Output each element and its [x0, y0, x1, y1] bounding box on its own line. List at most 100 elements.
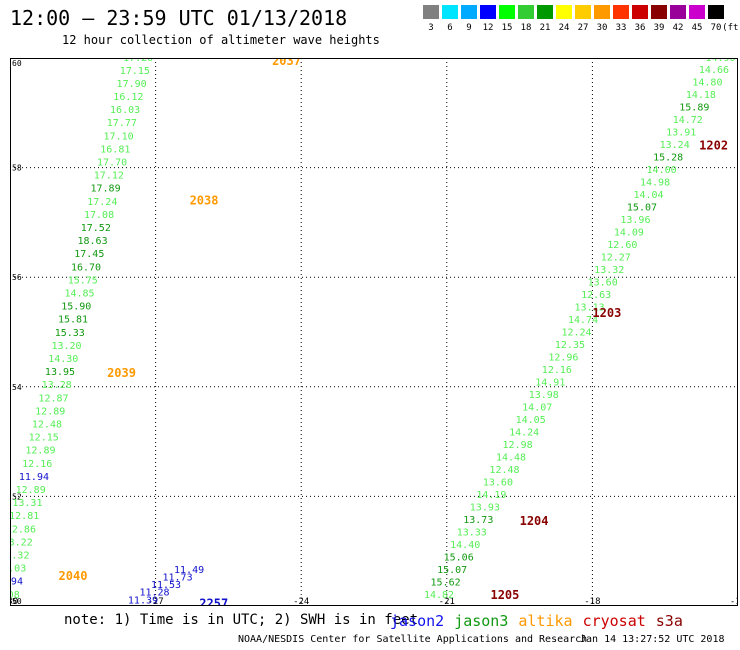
scale-unit: (ft) [722, 23, 740, 33]
swh-value: 17.52 [81, 223, 111, 234]
scale-label: 33 [615, 23, 627, 33]
swh-value: 11.53 [151, 580, 181, 591]
swh-value: 14.90 [705, 58, 735, 64]
scale-swatch [498, 5, 515, 19]
swh-value: 12.48 [489, 465, 519, 476]
lat-tick-label: 52 [12, 492, 22, 501]
swh-value: 14.04 [633, 190, 663, 201]
swh-value: 15.62 [431, 577, 461, 588]
swh-value: 14.07 [522, 402, 552, 413]
swh-value: 14.05 [516, 415, 546, 426]
lat-tick-label: 54 [12, 383, 22, 392]
lon-tick-label: -21 [439, 597, 455, 606]
scale-label: 36 [634, 23, 646, 33]
scale-label: 18 [520, 23, 532, 33]
lon-tick-label: -24 [293, 597, 309, 606]
scale-label: 42 [672, 23, 684, 33]
swh-value: 14.09 [614, 228, 644, 239]
swh-value: 17.77 [107, 118, 137, 129]
swh-value: 17.08 [84, 210, 114, 221]
swh-value: 13.60 [588, 278, 618, 289]
pass-time-label: 1204 [520, 514, 549, 528]
pass-time-label: 2038 [190, 193, 219, 207]
legend-jason2: jason2 [390, 612, 445, 630]
swh-value: 16.12 [113, 92, 143, 103]
scale-swatch [460, 5, 477, 19]
swh-value: 15.89 [679, 103, 709, 114]
scale-swatch [536, 5, 553, 19]
map-title: 12:00 — 23:59 UTC 01/13/2018 [10, 6, 348, 30]
lon-tick-label: -15 [730, 597, 738, 606]
lat-tick-label: 56 [12, 273, 22, 282]
scale-label: 70 [710, 23, 722, 33]
scale-label: 39 [653, 23, 665, 33]
swh-value: 13.22 [10, 537, 33, 548]
axis-ticks: -30 -27 -24 -21 -18 -15 50 52 54 56 58 60 [10, 59, 738, 606]
swh-value: 16.70 [71, 262, 101, 273]
time-labels: 2037 2038 2039 2040 2257 1202 1203 1204 1205 [59, 58, 729, 606]
swh-value: 12.98 [503, 440, 533, 451]
lat-tick-label: 58 [12, 164, 22, 173]
scale-swatch [422, 5, 439, 19]
swh-value: 17.90 [117, 79, 147, 90]
swh-value: 14.24 [509, 427, 539, 438]
swh-value: 17.20 [123, 58, 153, 64]
scale-label: 27 [577, 23, 589, 33]
lat-tick-label: 60 [12, 59, 22, 68]
footer-note: note: 1) Time is in UTC; 2) SWH is in fe… [64, 612, 419, 628]
swh-value: 15.07 [627, 203, 657, 214]
scale-swatch [593, 5, 610, 19]
scale-swatch [707, 5, 724, 19]
swh-value: 17.24 [87, 197, 117, 208]
swh-value: 12.15 [29, 433, 59, 444]
swh-value: 17.70 [97, 158, 127, 169]
pass-time-label: 1205 [490, 588, 519, 602]
scale-swatch [555, 5, 572, 19]
scale-label: 15 [501, 23, 513, 33]
swh-value: 15.75 [68, 275, 98, 286]
swh-value: 11.73 [162, 573, 192, 584]
scale-label: 9 [466, 23, 472, 33]
swh-value: 16.81 [100, 144, 130, 155]
wave-height-map: -30 -27 -24 -21 -18 -15 50 52 54 56 58 60 17.20 17.1… [10, 58, 738, 606]
lon-tick-label: -30 [10, 597, 18, 606]
scale-swatch [688, 5, 705, 19]
scale-swatch [669, 5, 686, 19]
swh-value: 14.80 [692, 78, 722, 89]
legend-jason3: jason3 [454, 612, 509, 630]
swh-value: 12.35 [555, 340, 585, 351]
pass-time-label: 2040 [59, 569, 88, 583]
swh-value: 11.39 [128, 595, 158, 606]
swh-value: 14.74 [568, 315, 598, 326]
swh-value: 12.16 [22, 459, 52, 470]
scale-label: 21 [539, 23, 551, 33]
lon-tick-label: -27 [147, 597, 163, 606]
swh-value: 13.28 [42, 380, 72, 391]
swh-value: 17.12 [94, 171, 124, 182]
swh-value: 13.95 [45, 367, 75, 378]
swh-value: 14.98 [640, 178, 670, 189]
swh-value: 15.28 [653, 153, 683, 164]
swh-value: 14.85 [64, 289, 94, 300]
scale-label: 3 [428, 23, 434, 33]
pass-time-label: 2257 [199, 596, 228, 606]
scale-swatch [479, 5, 496, 19]
swh-value: 14.66 [699, 65, 729, 76]
swh-value: 12.24 [561, 328, 591, 339]
map-subtitle: 12 hour collection of altimeter wave hei… [62, 33, 380, 47]
swh-value: 12.87 [38, 393, 68, 404]
swh-value: 13.91 [666, 128, 696, 139]
swh-value: 13.32 [10, 550, 29, 561]
swh-value: 15.90 [61, 302, 91, 313]
swh-value: 11.94 [10, 577, 23, 588]
scale-label: 6 [447, 23, 453, 33]
swh-value: 12.03 [10, 564, 26, 575]
legend-altika: altika [518, 612, 573, 630]
swh-value: 11.28 [139, 588, 169, 599]
scale-label: 12 [482, 23, 494, 33]
scale-label: 24 [558, 23, 570, 33]
swh-value: 13.93 [470, 502, 500, 513]
scale-label: 30 [596, 23, 608, 33]
swh-value: 18.63 [77, 236, 107, 247]
swh-value: 12.89 [35, 406, 65, 417]
